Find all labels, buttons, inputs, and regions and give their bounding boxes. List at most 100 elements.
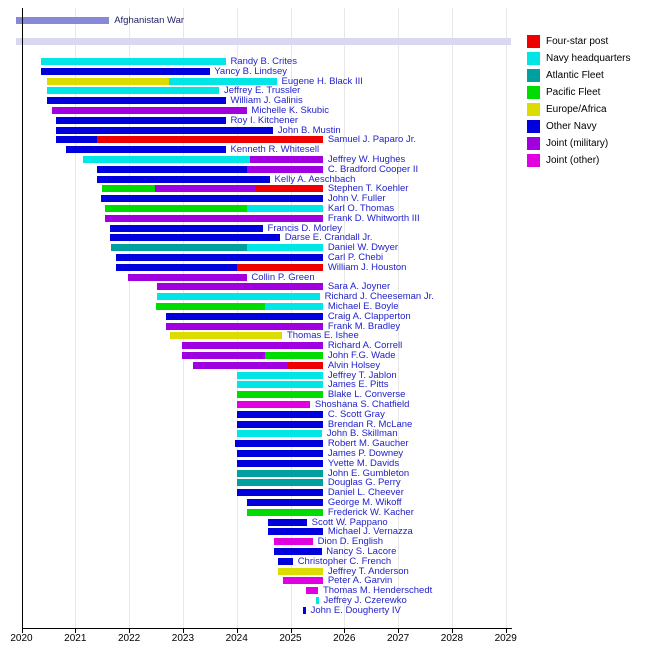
officer-name-label: Thomas M. Henderschedt xyxy=(322,585,433,597)
officer-name-label: William J. Galinis xyxy=(230,95,303,107)
legend-label: Navy headquarters xyxy=(546,53,631,64)
bar-segment xyxy=(105,214,324,222)
legend-swatch-fs xyxy=(527,35,540,48)
bar-segment xyxy=(246,165,324,173)
officer-name-label: Francis D. Morley xyxy=(267,222,342,234)
officer-name-label: George M. Wikoff xyxy=(327,497,402,508)
legend-swatch-jo xyxy=(527,154,540,167)
bar-segment xyxy=(101,195,324,203)
bar-segment xyxy=(169,332,283,340)
officer-name-label: Nancy S. Lacore xyxy=(326,546,397,557)
legend-label: Other Navy xyxy=(546,121,597,132)
bar-segment xyxy=(237,459,324,467)
bar-segment xyxy=(287,361,324,369)
bar-segment xyxy=(193,361,288,369)
bar-segment xyxy=(41,67,210,75)
officer-name-label: Michael E. Boyle xyxy=(327,301,399,312)
officer-name-label: John B. Mustin xyxy=(277,124,341,136)
bar-segment xyxy=(83,156,251,163)
officer-name-label: Michael J. Vernazza xyxy=(327,526,413,538)
bar-segment xyxy=(306,587,319,595)
axis-tick xyxy=(505,629,507,633)
officer-name-label: Blake L. Converse xyxy=(327,389,406,401)
officer-name-label: Alvin Holsey xyxy=(327,359,381,371)
officer-name-label: John F.G. Wade xyxy=(327,350,396,361)
bar-segment xyxy=(237,430,323,438)
officer-name-label: John V. Fuller xyxy=(327,193,386,205)
bar-segment xyxy=(246,244,324,252)
officer-name-label: Christopher C. French xyxy=(297,555,392,567)
bar-segment xyxy=(237,371,324,379)
legend-swatch-jm xyxy=(527,137,540,150)
legend-label: Four-star post xyxy=(546,36,609,47)
bar-segment xyxy=(237,450,324,457)
officer-name-label: Carl P. Chebi xyxy=(327,252,384,263)
officer-name-label: Collin P. Green xyxy=(251,271,315,283)
bar-segment xyxy=(128,273,247,281)
officer-name-label: Richard J. Cheeseman Jr. xyxy=(324,291,434,303)
officer-name-label: Darse E. Crandall Jr. xyxy=(284,232,373,244)
bar-segment xyxy=(274,538,314,546)
year-gridline xyxy=(398,8,400,628)
officer-name-label: Randy B. Crites xyxy=(230,56,297,67)
officer-name-label: C. Scott Gray xyxy=(327,408,385,420)
officer-name-label: Shoshana S. Chatfield xyxy=(314,399,410,410)
officer-name-label: C. Bradford Cooper II xyxy=(327,163,419,175)
bar-segment xyxy=(265,303,324,310)
officer-name-label: Frank M. Bradley xyxy=(327,320,401,332)
year-gridline xyxy=(129,8,131,628)
axis-tick xyxy=(290,629,292,633)
bar-segment xyxy=(246,499,324,506)
year-gridline xyxy=(505,8,507,628)
bar-segment xyxy=(274,548,322,555)
officer-name-label: Michelle K. Skubic xyxy=(251,105,330,116)
axis-tick xyxy=(398,629,400,633)
legend-swatch-atl xyxy=(527,69,540,82)
bar-segment xyxy=(267,518,308,526)
officer-name-label: Daniel L. Cheever xyxy=(327,487,404,499)
axis-tick xyxy=(451,629,453,633)
bar-segment xyxy=(237,469,324,477)
bar-segment xyxy=(237,401,311,408)
officer-name-label: Stephen T. Koehler xyxy=(327,183,409,195)
officer-name-label: William J. Houston xyxy=(327,261,407,273)
legend-swatch-pac xyxy=(527,86,540,99)
bar-segment xyxy=(156,303,266,310)
legend: Four-star post Navy headquarters Atlantic … xyxy=(527,33,647,169)
bar-segment xyxy=(182,342,324,350)
officer-name-label: Jeffrey E. Trussler xyxy=(223,85,301,97)
year-gridline xyxy=(75,8,77,628)
bar-segment xyxy=(97,165,247,173)
officer-name-label: Brendan R. McLane xyxy=(327,418,413,430)
officer-name-label: Eugene H. Black III xyxy=(281,75,363,87)
bar-segment xyxy=(267,528,324,536)
officer-name-label: Thomas E. Ishee xyxy=(286,330,359,342)
bar-segment xyxy=(278,557,294,565)
officer-name-label: Yvette M. Davids xyxy=(327,457,400,469)
bar-segment xyxy=(237,391,324,399)
legend-label: Atlantic Fleet xyxy=(546,70,604,81)
officer-name-label: Samuel J. Paparo Jr. xyxy=(327,134,416,146)
officer-name-label: Scott W. Pappano xyxy=(311,516,388,528)
bar-segment xyxy=(110,234,281,242)
officer-name-label: Frederick W. Kacher xyxy=(327,506,414,518)
axis-tick xyxy=(75,629,77,633)
bar-segment xyxy=(65,146,226,154)
bar-segment xyxy=(278,567,324,575)
officer-name-label: Kenneth R. Whitesell xyxy=(230,144,320,156)
bar-segment xyxy=(111,244,247,252)
officer-name-label: Karl O. Thomas xyxy=(327,203,395,214)
officer-name-label: Daniel W. Dwyer xyxy=(327,242,399,254)
bar-segment xyxy=(155,185,255,193)
bar-segment xyxy=(55,126,274,134)
bar-segment xyxy=(168,77,278,85)
officer-name-label: James E. Pitts xyxy=(327,379,389,391)
bar-segment xyxy=(102,185,156,193)
axis-tick-label: 2024 xyxy=(225,633,248,644)
officer-name-label: Craig A. Clapperton xyxy=(327,310,411,322)
x-axis-line xyxy=(21,628,512,629)
bar-segment xyxy=(116,254,324,261)
axis-tick-label: 2022 xyxy=(117,633,141,644)
officer-name-label: Dion D. English xyxy=(317,536,384,548)
